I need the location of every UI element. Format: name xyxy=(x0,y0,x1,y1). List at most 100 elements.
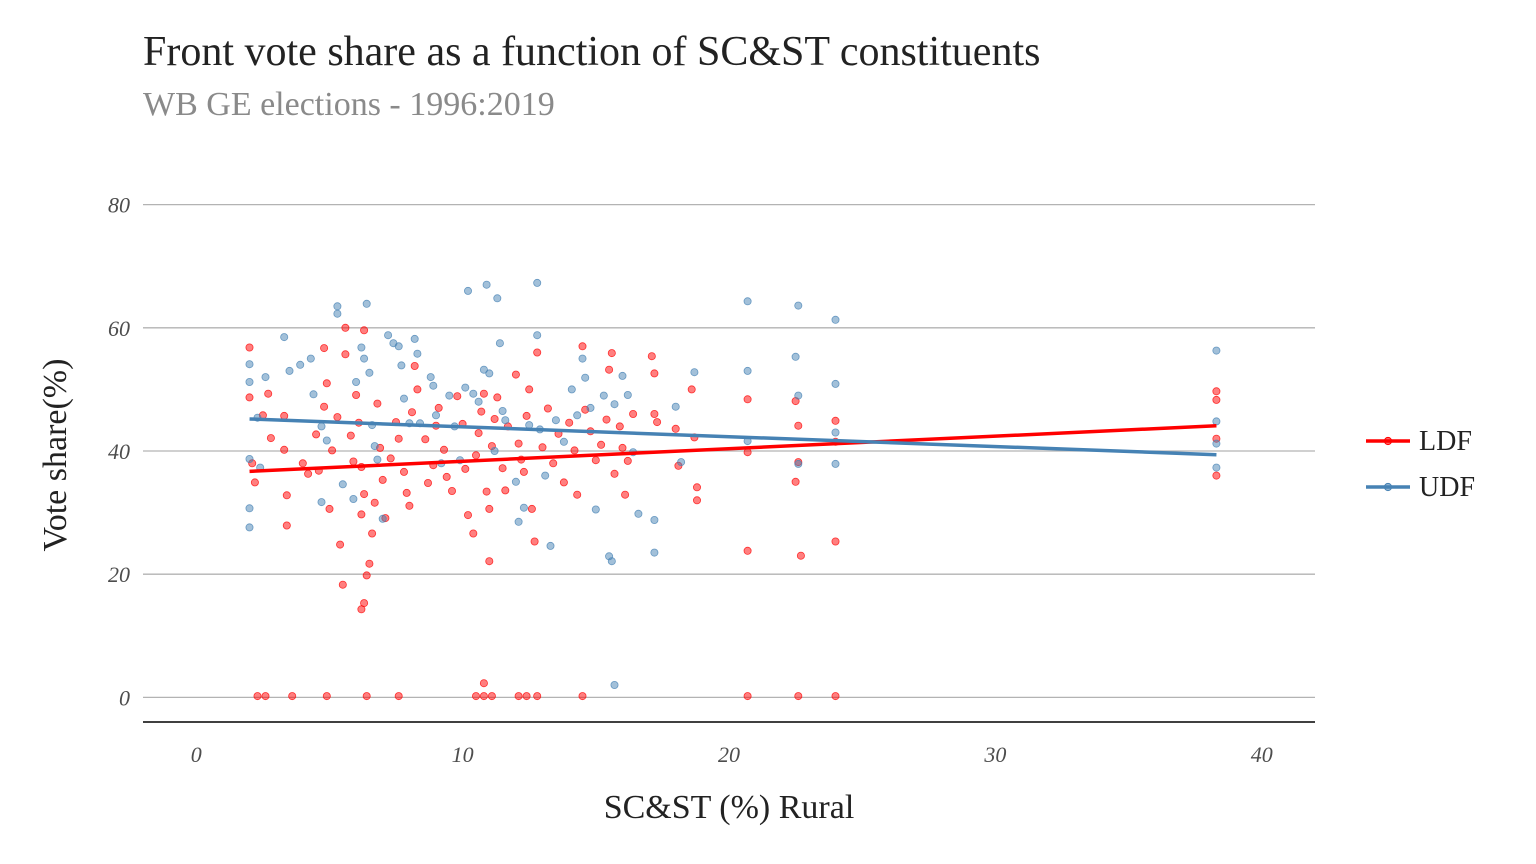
point-ldf xyxy=(453,392,462,401)
point-ldf xyxy=(463,511,472,520)
point-udf xyxy=(479,365,488,374)
point-ldf xyxy=(647,352,656,361)
point-ldf xyxy=(261,692,270,701)
point-udf xyxy=(743,297,752,306)
point-ldf xyxy=(245,393,254,402)
point-ldf xyxy=(605,365,614,374)
y-tick-label: 0 xyxy=(119,685,130,710)
point-ldf xyxy=(533,692,542,701)
point-udf xyxy=(690,368,699,377)
point-ldf xyxy=(423,478,432,487)
point-ldf xyxy=(693,496,702,505)
point-udf xyxy=(541,471,550,480)
point-udf xyxy=(794,459,803,468)
point-udf xyxy=(511,477,520,486)
point-udf xyxy=(285,366,294,375)
point-ldf xyxy=(743,546,752,555)
y-tick-label: 60 xyxy=(108,316,130,341)
point-ldf xyxy=(360,490,369,499)
point-udf xyxy=(461,383,470,392)
point-ldf xyxy=(336,540,345,549)
point-ldf xyxy=(525,385,534,394)
point-ldf xyxy=(407,408,416,417)
point-ldf xyxy=(498,464,507,473)
legend-key-point-udf xyxy=(1383,482,1393,492)
point-ldf xyxy=(549,459,558,468)
point-ldf xyxy=(439,445,448,454)
point-ldf xyxy=(360,326,369,335)
point-udf xyxy=(399,394,408,403)
point-ldf xyxy=(794,692,803,701)
point-udf xyxy=(677,458,686,467)
point-ldf xyxy=(266,434,275,443)
point-udf xyxy=(586,403,595,412)
point-ldf xyxy=(618,443,627,452)
chart-title: Front vote share as a function of SC&ST … xyxy=(143,29,1041,75)
point-udf xyxy=(610,400,619,409)
point-ldf xyxy=(671,424,680,433)
point-udf xyxy=(245,454,254,463)
y-tick-label: 40 xyxy=(108,439,130,464)
point-udf xyxy=(567,385,576,394)
point-ldf xyxy=(479,692,488,701)
point-ldf xyxy=(322,692,331,701)
point-udf xyxy=(533,331,542,340)
point-ldf xyxy=(514,692,523,701)
point-ldf xyxy=(442,472,451,481)
point-udf xyxy=(650,548,659,557)
point-udf xyxy=(360,354,369,363)
point-ldf xyxy=(298,459,307,468)
point-ldf xyxy=(346,431,355,440)
point-ldf xyxy=(333,413,342,422)
point-udf xyxy=(610,681,619,690)
point-ldf xyxy=(469,529,478,538)
point-ldf xyxy=(365,559,374,568)
point-ldf xyxy=(693,483,702,492)
point-ldf xyxy=(471,692,480,701)
point-ldf xyxy=(413,385,422,394)
point-ldf xyxy=(530,537,539,546)
point-ldf xyxy=(474,429,483,438)
legend-label-ldf: LDF xyxy=(1419,426,1472,457)
point-udf xyxy=(634,509,643,518)
point-ldf xyxy=(650,409,659,418)
point-udf xyxy=(831,428,840,437)
point-ldf xyxy=(253,692,262,701)
point-ldf xyxy=(471,451,480,460)
point-udf xyxy=(591,505,600,514)
point-udf xyxy=(410,334,419,343)
point-ldf xyxy=(1212,471,1221,480)
point-udf xyxy=(501,416,510,425)
point-udf xyxy=(384,331,393,340)
point-udf xyxy=(306,354,315,363)
point-udf xyxy=(333,302,342,311)
point-udf xyxy=(333,309,342,318)
point-udf xyxy=(1212,463,1221,472)
point-ldf xyxy=(570,446,579,455)
point-ldf xyxy=(490,414,499,423)
x-tick-label: 20 xyxy=(718,742,740,767)
point-udf xyxy=(373,455,382,464)
point-ldf xyxy=(349,457,358,466)
point-ldf xyxy=(565,418,574,427)
point-ldf xyxy=(533,348,542,357)
point-ldf xyxy=(312,430,321,439)
point-udf xyxy=(831,459,840,468)
point-udf xyxy=(551,416,560,425)
point-ldf xyxy=(405,501,414,510)
point-ldf xyxy=(514,439,523,448)
point-udf xyxy=(618,371,627,380)
point-ldf xyxy=(479,679,488,688)
point-ldf xyxy=(591,456,600,465)
point-udf xyxy=(743,366,752,375)
point-udf xyxy=(296,360,305,369)
point-ldf xyxy=(352,390,361,399)
point-udf xyxy=(317,422,326,431)
point-ldf xyxy=(743,692,752,701)
y-tick-label: 80 xyxy=(108,193,130,218)
point-ldf xyxy=(373,399,382,408)
point-ldf xyxy=(341,350,350,359)
point-ldf xyxy=(573,490,582,499)
point-udf xyxy=(1212,346,1221,355)
